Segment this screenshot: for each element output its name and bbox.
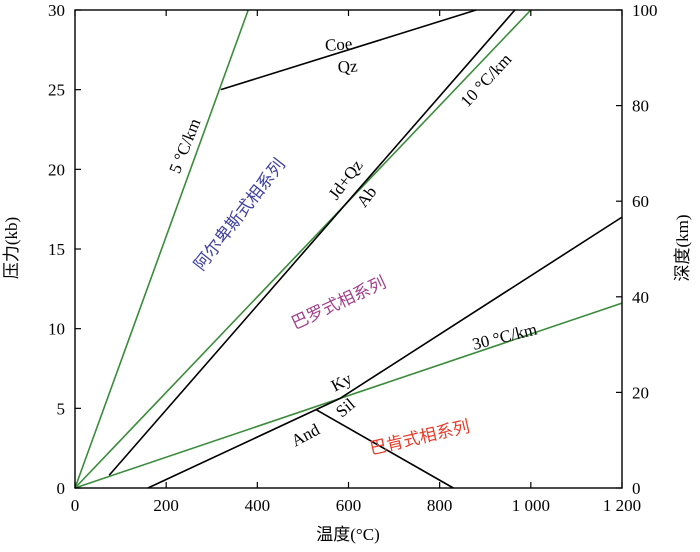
y-axis-right-title: 深度(km): [673, 214, 692, 281]
phase-label-ab: Ab: [353, 183, 381, 211]
phase-label-coe: Coe: [324, 34, 353, 55]
phase-label-sil: Sil: [332, 394, 359, 421]
facies-series-buchan: 巴肯式相系列: [368, 417, 472, 458]
x-axis-title: 温度(°C): [316, 525, 379, 544]
y-right-tick-label: 20: [632, 383, 649, 402]
facies-series-barrovian: 巴罗式相系列: [288, 273, 388, 333]
x-tick-label: 1 200: [603, 496, 641, 515]
chart-lines: [74, 9, 623, 489]
y-left-tick-label: 25: [48, 81, 65, 100]
y-right-tick-label: 0: [632, 479, 641, 498]
geotherm-label-30: 30 °C/km: [470, 319, 538, 353]
geotherm-label-10: 10 °C/km: [457, 50, 516, 111]
reaction-line-3: [147, 398, 340, 489]
x-tick-label: 600: [336, 496, 362, 515]
y-right-tick-label: 60: [632, 192, 649, 211]
y-left-tick-label: 20: [48, 160, 65, 179]
y-right-tick-label: 40: [632, 288, 649, 307]
reaction-line-4: [316, 409, 454, 489]
reaction-line-1: [108, 9, 516, 476]
geotherm-line-0: [74, 9, 249, 489]
phase-label-and: And: [288, 420, 323, 451]
x-tick-label: 1 000: [512, 496, 550, 515]
y-right-tick-label: 100: [632, 1, 658, 20]
phase-label-qz: Qz: [337, 56, 359, 76]
y-left-tick-label: 30: [48, 1, 65, 20]
x-tick-label: 200: [153, 496, 179, 515]
x-tick-label: 400: [245, 496, 271, 515]
y-left-tick-label: 0: [57, 479, 66, 498]
geotherm-line-1: [74, 9, 532, 489]
facies-series-alpine: 阿尔卑斯式相系列: [190, 155, 289, 274]
x-tick-label: 800: [427, 496, 453, 515]
y-left-tick-label: 5: [57, 399, 66, 418]
y-axis-left-title: 压力(kb): [2, 217, 21, 279]
y-right-tick-label: 80: [632, 97, 649, 116]
y-left-tick-label: 15: [48, 240, 65, 259]
y-left-tick-label: 10: [48, 320, 65, 339]
x-tick-label: 0: [71, 496, 80, 515]
axis-ticks: 0 200 400 600 800 1 000 1 20005101520253002040…: [48, 1, 658, 515]
reaction-line-2: [338, 216, 623, 400]
geotherm-line-2: [74, 302, 623, 489]
reaction-line-0: [220, 9, 477, 91]
